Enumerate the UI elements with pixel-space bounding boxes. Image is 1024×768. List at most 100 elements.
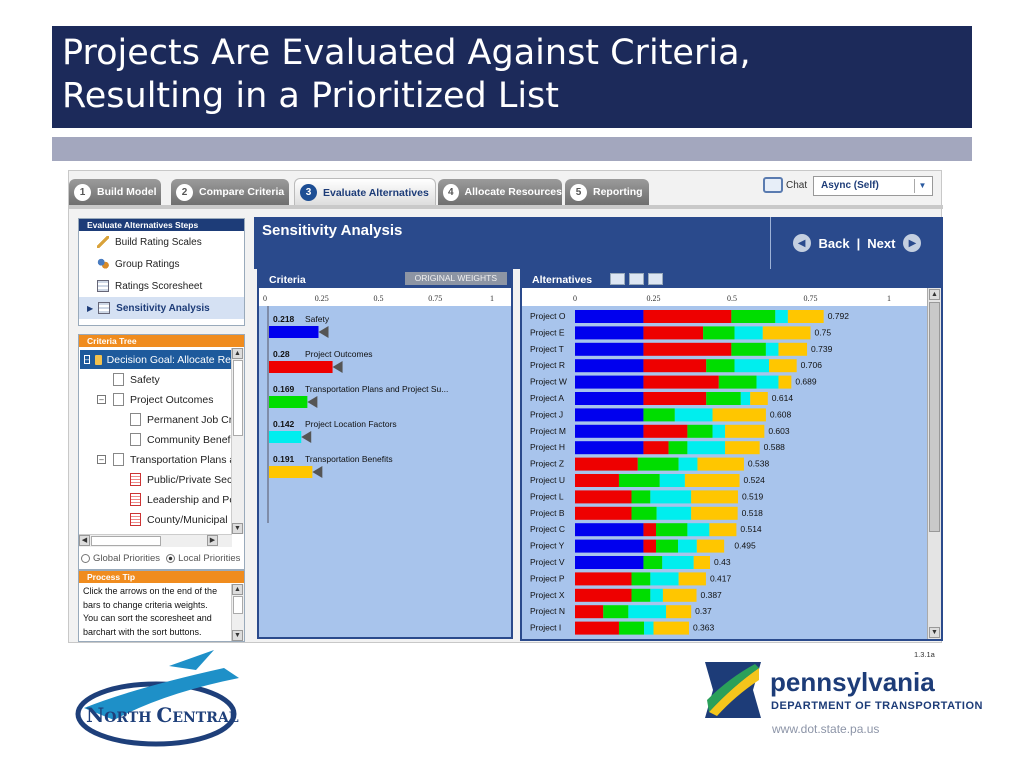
document-icon [130, 433, 141, 446]
axis-tick-label: 0.5 [374, 294, 384, 303]
scroll-up-icon[interactable]: ▲ [929, 289, 940, 300]
global-priorities-label[interactable]: Global Priorities [93, 552, 161, 564]
tab-strip-underline [69, 205, 943, 209]
scroll-right-icon[interactable]: ▶ [207, 535, 218, 546]
step-label: Ratings Scoresheet [115, 280, 203, 292]
local-priorities-radio[interactable] [166, 553, 176, 563]
sort-ascending-icon[interactable] [648, 273, 663, 285]
tree-node-community-benefits[interactable]: Community Benefi [130, 430, 233, 449]
alternative-name-label: Project M [530, 426, 566, 436]
alternatives-vertical-scrollbar[interactable]: ▲ ▼ [927, 288, 941, 639]
alternative-score-segment [631, 506, 657, 520]
document-icon [113, 453, 124, 466]
slide-title: Projects Are Evaluated Against Criteria,… [52, 26, 972, 128]
alternative-score-segment [787, 310, 824, 323]
alternative-score-segment [575, 359, 644, 373]
north-central-logo: NORTH CENTRAL [75, 650, 239, 747]
tree-node-public-private[interactable]: Public/Private Sect [130, 470, 235, 489]
alternative-score-segment [674, 408, 713, 422]
axis-tick-label: 0.75 [428, 294, 442, 303]
scroll-down-icon[interactable]: ▼ [929, 627, 940, 638]
alternative-score-segment [618, 474, 660, 487]
scroll-left-icon[interactable]: ◀ [79, 535, 90, 546]
tree-node-transportation-plans[interactable]: – Transportation Plans a [97, 450, 235, 469]
tree-node-decision-goal[interactable]: – Decision Goal: Allocate Re [80, 350, 231, 369]
step-group-ratings[interactable]: Group Ratings [79, 253, 244, 275]
criteria-chart[interactable]: 0.218 Safety 0.28 Project Outcomes 0.169 Tran… [259, 306, 511, 637]
criterion-weight-bar [269, 326, 319, 338]
scrollbar-thumb[interactable] [233, 596, 243, 614]
alternative-score-segment [650, 588, 663, 602]
tab-evaluate-alternatives[interactable]: 3 Evaluate Alternatives [294, 178, 436, 206]
alternative-score-segment [650, 572, 679, 586]
collapse-icon[interactable]: – [97, 455, 106, 464]
axis-tick-label: 0 [573, 294, 577, 303]
tree-node-project-outcomes[interactable]: – Project Outcomes [97, 390, 213, 409]
chat-icon[interactable] [763, 177, 783, 193]
alternative-score-segment [643, 326, 704, 340]
participation-mode-select[interactable]: Async (Self) ▼ [813, 176, 933, 196]
scroll-up-icon[interactable]: ▲ [232, 584, 243, 595]
alternative-score-segment [643, 392, 707, 405]
criterion-name-label: Safety [305, 314, 330, 324]
alternative-total-label: 0.417 [710, 573, 732, 583]
alternative-score-segment [643, 539, 657, 553]
next-arrow-icon[interactable]: ▶ [903, 234, 922, 252]
criterion-weight-label: 0.169 [273, 384, 295, 394]
scrollbar-thumb[interactable] [91, 536, 161, 546]
step-ratings-scoresheet[interactable]: Ratings Scoresheet [79, 275, 244, 297]
alternative-total-label: 0.495 [734, 541, 756, 551]
tree-node-permanent-jobs[interactable]: Permanent Job Cre [130, 410, 238, 429]
chevron-down-icon[interactable]: ▼ [914, 179, 930, 193]
tree-node-safety[interactable]: Safety [113, 370, 160, 389]
sensitivity-header: Sensitivity Analysis ◀ Back | Next ▶ [254, 217, 943, 269]
steps-panel-heading: Evaluate Alternatives Steps [79, 219, 244, 231]
alternative-score-segment [643, 441, 669, 455]
scrollbar-thumb[interactable] [929, 302, 940, 532]
tree-node-label: Safety [130, 373, 160, 386]
tab-reporting[interactable]: 5 Reporting [565, 179, 649, 205]
back-arrow-icon[interactable]: ◀ [792, 234, 811, 252]
back-button[interactable]: Back [818, 235, 850, 251]
alternative-score-segment [696, 539, 725, 553]
collapse-icon[interactable]: – [97, 395, 106, 404]
tab-allocate-resources[interactable]: 4 Allocate Resources [438, 179, 562, 205]
next-button[interactable]: Next [867, 235, 896, 251]
sort-list-icon[interactable] [610, 273, 625, 285]
step-label: Build Rating Scales [115, 236, 202, 248]
scroll-down-icon[interactable]: ▼ [232, 630, 243, 641]
alternative-score-segment [575, 605, 604, 619]
weight-drag-handle [332, 361, 343, 373]
slide-footnote: 1.3.1a [914, 650, 935, 659]
sort-descending-icon[interactable] [629, 273, 644, 285]
tip-vertical-scrollbar[interactable]: ▲ ▼ [231, 584, 244, 641]
step-build-rating-scales[interactable]: Build Rating Scales [79, 231, 244, 253]
alternative-score-segment [756, 375, 779, 389]
scroll-down-icon[interactable]: ▼ [232, 523, 243, 534]
step-sensitivity-analysis[interactable]: ▶ Sensitivity Analysis [79, 297, 244, 319]
local-priorities-label[interactable]: Local Priorities [178, 552, 241, 564]
alternative-score-segment [575, 556, 644, 569]
tree-node-leadership[interactable]: Leadership and Po [130, 490, 235, 509]
tab-number: 3 [300, 184, 317, 201]
scrollbar-thumb[interactable] [233, 360, 243, 436]
criterion-weight-bar [269, 396, 308, 408]
tab-compare-criteria[interactable]: 2 Compare Criteria [171, 179, 289, 205]
global-priorities-radio[interactable] [81, 553, 90, 563]
alternative-total-label: 0.739 [811, 344, 833, 354]
scroll-up-icon[interactable]: ▲ [232, 348, 243, 359]
tree-horizontal-scrollbar[interactable]: ◀ ▶ [79, 534, 232, 547]
criteria-heading: Criteria [269, 274, 306, 286]
tab-build-model[interactable]: 1 Build Model [69, 179, 161, 205]
tree-vertical-scrollbar[interactable]: ▲ ▼ [231, 348, 244, 534]
steps-panel: Evaluate Alternatives Steps Build Rating… [78, 218, 245, 326]
tree-node-county-municipal[interactable]: County/Municipal [130, 510, 228, 529]
alternative-score-segment [603, 605, 629, 619]
website-link[interactable]: www.dot.state.pa.us [772, 722, 880, 736]
alternative-score-segment [734, 359, 770, 373]
original-weights-button[interactable]: ORIGINAL WEIGHTS [404, 272, 507, 285]
alternative-score-segment [643, 424, 688, 438]
collapse-icon[interactable]: – [84, 355, 91, 364]
chat-label[interactable]: Chat [786, 180, 808, 191]
alternative-score-segment [643, 342, 732, 356]
